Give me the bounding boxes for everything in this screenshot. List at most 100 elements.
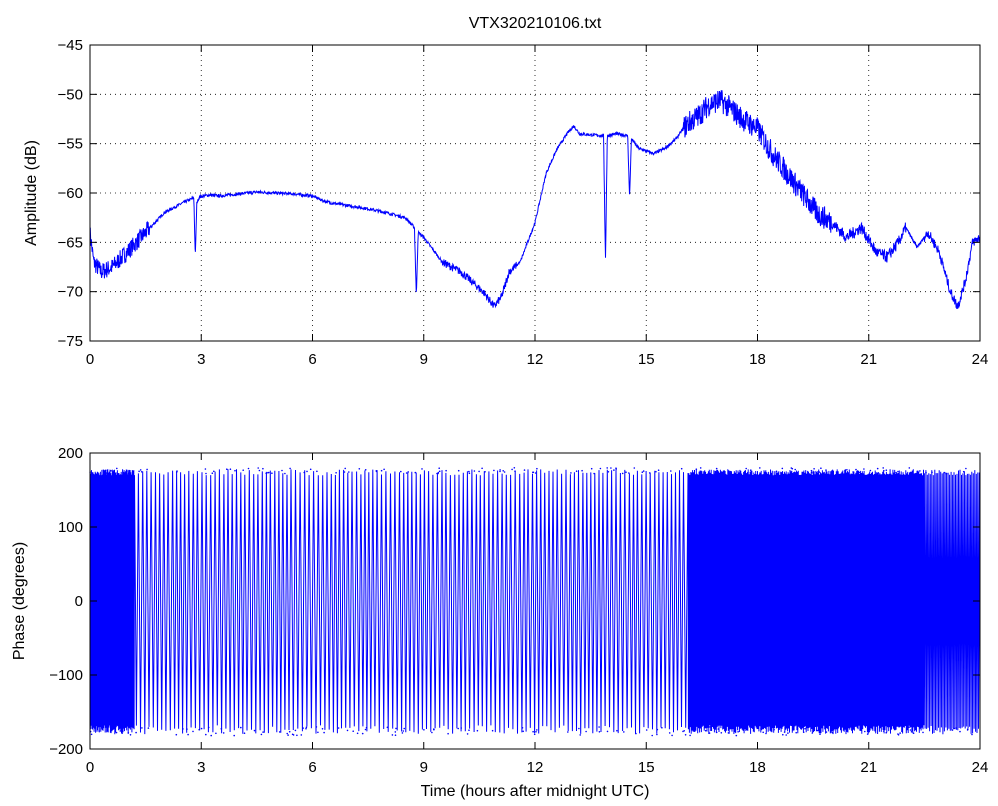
amplitude-x-ticks: 0 3 6 9 12 15 18 21 24 xyxy=(86,45,988,368)
phase-point xyxy=(922,731,924,734)
phase-point xyxy=(433,728,435,731)
phase-point xyxy=(356,732,359,735)
phase-point xyxy=(633,467,636,469)
phase-point xyxy=(715,467,718,470)
phase-point xyxy=(383,468,385,471)
phase-point xyxy=(215,732,217,735)
phase-point xyxy=(876,467,879,470)
phase-point xyxy=(323,731,325,734)
phase-point xyxy=(599,467,602,470)
phase-point xyxy=(403,727,406,730)
phase-point xyxy=(579,734,581,736)
phase-point xyxy=(267,471,269,474)
phase-point xyxy=(866,733,869,735)
phase-point xyxy=(737,731,739,733)
time-x-label: Time (hours after midnight UTC) xyxy=(421,783,650,800)
phase-point xyxy=(855,468,857,471)
phase-point xyxy=(484,471,486,473)
phase-point xyxy=(635,732,637,735)
phase-point xyxy=(598,731,601,733)
phase-point xyxy=(438,470,441,473)
phase-point xyxy=(110,470,112,472)
phase-point xyxy=(897,733,899,735)
phase-point xyxy=(138,470,140,473)
phase-point xyxy=(817,471,819,473)
phase-point xyxy=(581,469,583,472)
phase-x-tick-label: 18 xyxy=(749,759,766,776)
phase-point xyxy=(535,731,537,733)
phase-y-ticks: 200 100 0 −100 −200 xyxy=(49,445,980,758)
phase-point xyxy=(570,472,572,474)
phase-point xyxy=(90,733,93,736)
phase-point xyxy=(735,734,738,737)
phase-point xyxy=(365,726,368,729)
phase-point xyxy=(192,730,194,733)
phase-point xyxy=(466,733,469,735)
amplitude-y-label: Amplitude (dB) xyxy=(23,140,40,246)
phase-point xyxy=(364,728,367,731)
phase-point xyxy=(335,472,337,474)
phase-x-tick-label: 24 xyxy=(972,759,989,776)
phase-point xyxy=(717,470,719,473)
phase-point xyxy=(965,467,967,470)
phase-point xyxy=(233,734,235,737)
phase-point xyxy=(907,726,910,728)
phase-point xyxy=(141,727,143,729)
phase-point xyxy=(610,467,612,469)
phase-point xyxy=(819,733,821,735)
phase-point xyxy=(831,731,834,734)
phase-point xyxy=(407,471,410,473)
phase-point xyxy=(361,732,364,735)
phase-point xyxy=(499,469,501,471)
amplitude-x-tick-label: 0 xyxy=(86,351,94,368)
phase-point xyxy=(895,471,897,474)
phase-point xyxy=(127,472,130,475)
phase-point xyxy=(641,471,644,474)
phase-point xyxy=(714,470,717,473)
phase-point xyxy=(897,470,899,473)
phase-point xyxy=(811,732,814,734)
phase-point xyxy=(709,726,711,728)
phase-point xyxy=(303,471,306,474)
phase-point xyxy=(205,733,207,736)
phase-point xyxy=(859,471,861,474)
phase-point xyxy=(720,732,723,734)
phase-point xyxy=(503,471,506,473)
phase-point xyxy=(684,734,687,736)
phase-point xyxy=(651,734,653,737)
phase-point xyxy=(882,730,885,732)
phase-point xyxy=(438,467,441,470)
phase-point xyxy=(680,467,683,470)
phase-point xyxy=(129,734,132,736)
phase-point xyxy=(810,471,813,474)
phase-point xyxy=(762,731,764,734)
amplitude-grid xyxy=(90,45,980,341)
phase-point xyxy=(391,734,394,736)
phase-point xyxy=(468,470,470,473)
phase-point xyxy=(523,469,526,471)
phase-point xyxy=(747,471,749,474)
amplitude-y-tick-label: −60 xyxy=(58,185,83,202)
phase-point xyxy=(198,728,200,731)
phase-point xyxy=(813,468,815,470)
phase-point xyxy=(785,734,787,736)
phase-point xyxy=(321,728,324,730)
phase-point xyxy=(825,731,828,733)
phase-point xyxy=(816,729,819,732)
amplitude-y-ticks: −45 −50 −55 −60 −65 −70 −75 xyxy=(58,37,980,350)
phase-point xyxy=(200,727,203,730)
phase-point xyxy=(802,731,805,733)
amplitude-y-tick-label: −50 xyxy=(58,86,83,103)
phase-point xyxy=(105,472,108,474)
amplitude-x-tick-label: 18 xyxy=(749,351,766,368)
phase-point xyxy=(593,472,595,475)
phase-x-tick-label: 15 xyxy=(638,759,655,776)
phase-point xyxy=(704,729,707,732)
phase-point xyxy=(728,471,730,474)
phase-point xyxy=(306,470,308,473)
phase-point xyxy=(514,470,516,473)
phase-point xyxy=(348,471,350,473)
phase-point xyxy=(213,470,215,473)
phase-point xyxy=(830,731,832,733)
amplitude-series xyxy=(89,90,981,309)
